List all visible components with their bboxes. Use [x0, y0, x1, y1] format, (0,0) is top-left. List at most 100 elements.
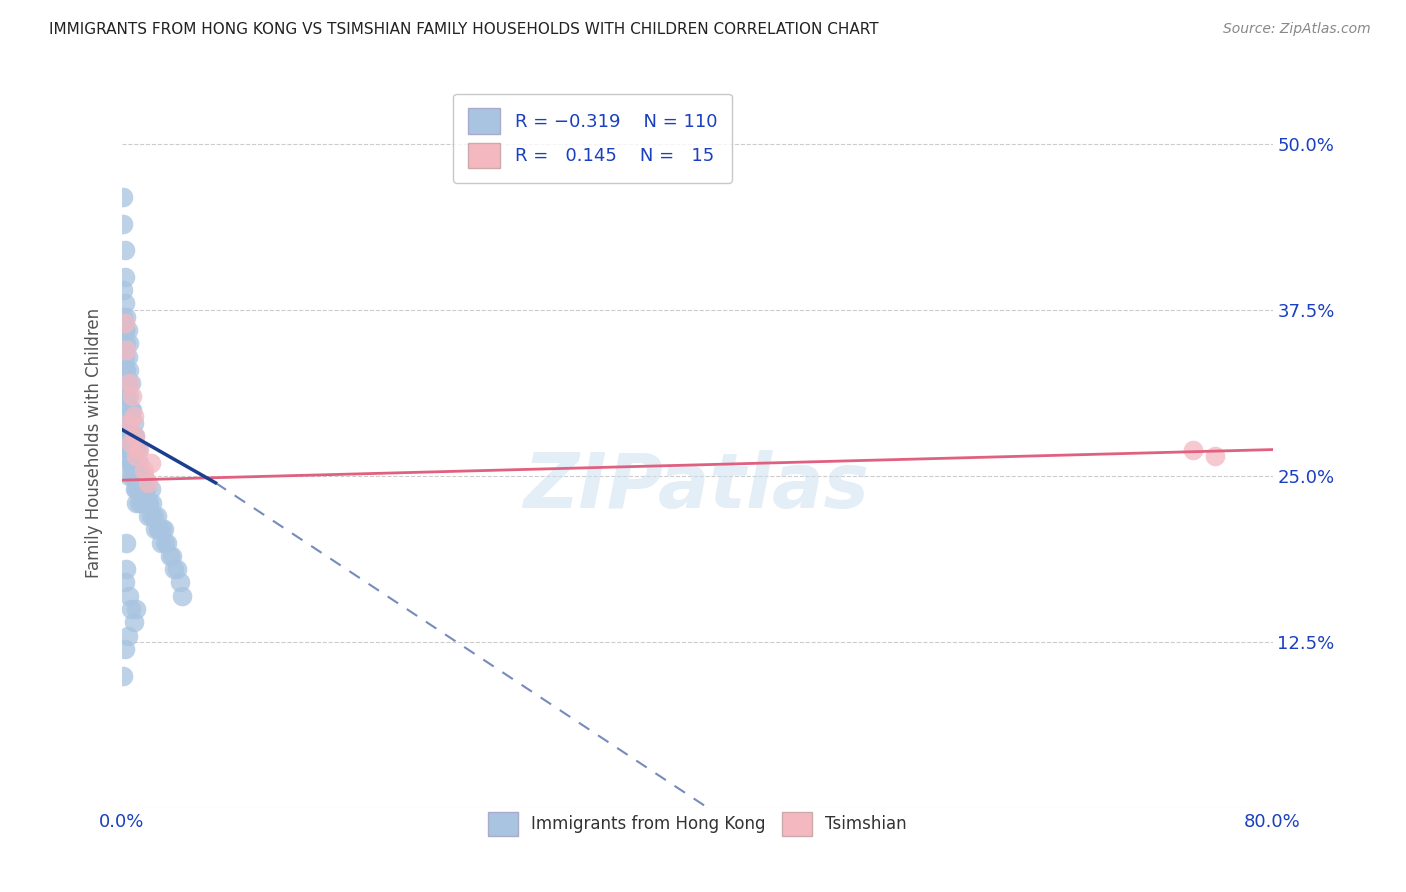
Point [121, 456, 143, 470]
Point [135, 496, 157, 510]
Point [122, 442, 145, 457]
Point [117, 376, 139, 391]
Point [120, 602, 142, 616]
Point [118, 469, 141, 483]
Point [166, 562, 188, 576]
Point [136, 496, 159, 510]
Point [124, 429, 146, 443]
Point [128, 483, 150, 497]
Point [112, 310, 135, 324]
Text: Source: ZipAtlas.com: Source: ZipAtlas.com [1223, 22, 1371, 37]
Point [118, 589, 141, 603]
Point [1182, 442, 1205, 457]
Point [122, 409, 145, 424]
Text: IMMIGRANTS FROM HONG KONG VS TSIMSHIAN FAMILY HOUSEHOLDS WITH CHILDREN CORRELATI: IMMIGRANTS FROM HONG KONG VS TSIMSHIAN F… [49, 22, 879, 37]
Point [131, 483, 153, 497]
Point [112, 668, 135, 682]
Point [115, 336, 138, 351]
Point [117, 429, 139, 443]
Point [115, 389, 138, 403]
Point [114, 350, 136, 364]
Point [115, 363, 138, 377]
Point [114, 323, 136, 337]
Point [124, 429, 146, 443]
Point [118, 416, 141, 430]
Point [114, 363, 136, 377]
Point [136, 509, 159, 524]
Point [117, 442, 139, 457]
Point [153, 535, 176, 549]
Point [118, 336, 141, 351]
Point [152, 522, 174, 536]
Point [115, 376, 138, 391]
Point [132, 496, 155, 510]
Point [112, 190, 135, 204]
Point [149, 535, 172, 549]
Point [125, 602, 148, 616]
Point [122, 456, 145, 470]
Point [118, 456, 141, 470]
Point [135, 483, 157, 497]
Point [120, 456, 142, 470]
Point [114, 323, 136, 337]
Point [127, 483, 149, 497]
Point [114, 575, 136, 590]
Point [134, 496, 156, 510]
Point [115, 562, 138, 576]
Point [114, 244, 136, 258]
Point [114, 316, 136, 330]
Point [120, 376, 142, 391]
Point [1204, 449, 1226, 463]
Point [115, 535, 138, 549]
Point [121, 456, 143, 470]
Point [125, 483, 148, 497]
Point [138, 496, 160, 510]
Point [125, 442, 148, 457]
Point [122, 469, 145, 483]
Point [143, 522, 166, 536]
Point [139, 456, 162, 470]
Point [118, 442, 141, 457]
Point [121, 389, 143, 403]
Point [124, 483, 146, 497]
Point [141, 496, 163, 510]
Point [117, 350, 139, 364]
Point [121, 402, 143, 417]
Point [124, 469, 146, 483]
Point [139, 509, 162, 524]
Point [120, 429, 142, 443]
Point [125, 469, 148, 483]
Point [146, 522, 169, 536]
Point [120, 436, 142, 450]
Point [118, 376, 141, 391]
Point [121, 429, 143, 443]
Point [115, 416, 138, 430]
Point [159, 549, 181, 563]
Point [127, 469, 149, 483]
Point [114, 296, 136, 310]
Point [145, 509, 167, 524]
Point [124, 442, 146, 457]
Point [156, 535, 179, 549]
Point [125, 456, 148, 470]
Point [115, 343, 138, 357]
Point [114, 642, 136, 657]
Point [129, 469, 152, 483]
Point [118, 363, 141, 377]
Point [129, 496, 152, 510]
Point [132, 462, 155, 476]
Point [132, 469, 155, 483]
Point [112, 217, 135, 231]
Point [134, 483, 156, 497]
Point [118, 416, 141, 430]
Point [163, 562, 186, 576]
Point [121, 469, 143, 483]
Point [125, 449, 148, 463]
Point [128, 469, 150, 483]
Point [120, 402, 142, 417]
Point [122, 429, 145, 443]
Point [114, 269, 136, 284]
Point [117, 323, 139, 337]
Legend: Immigrants from Hong Kong, Tsimshian: Immigrants from Hong Kong, Tsimshian [479, 804, 915, 844]
Y-axis label: Family Households with Children: Family Households with Children [86, 308, 103, 578]
